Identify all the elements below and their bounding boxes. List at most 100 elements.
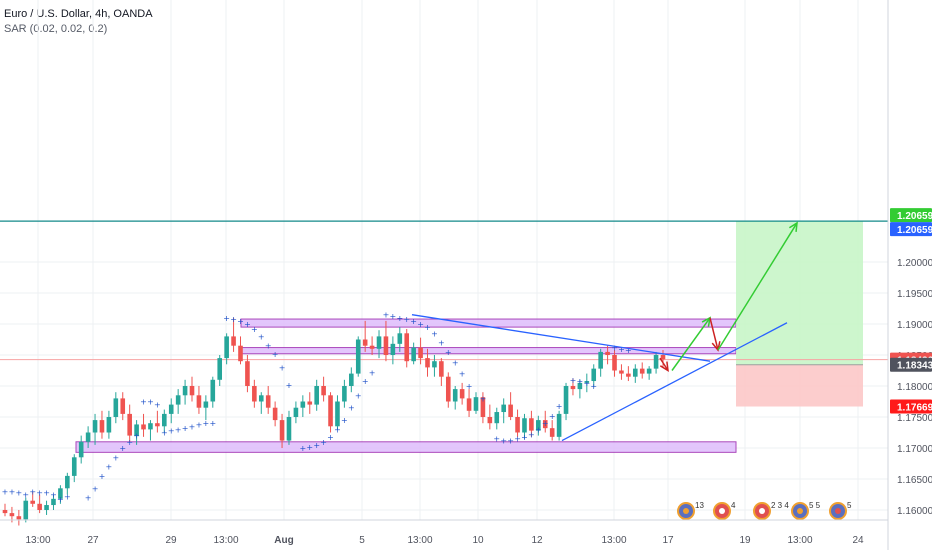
- price-label-text: 1.18343: [897, 361, 932, 372]
- candle-body: [584, 381, 590, 383]
- candle-body: [78, 441, 84, 458]
- time-tick-label: 24: [852, 535, 864, 546]
- candle-body: [563, 386, 569, 414]
- candle-body: [501, 404, 506, 413]
- target-zone-layer: [0, 220, 888, 407]
- sar-point: +: [362, 377, 369, 386]
- sar-point: +: [2, 487, 9, 496]
- candle-body: [459, 389, 465, 399]
- candle-body: [508, 404, 513, 417]
- sar-point: +: [251, 325, 258, 334]
- ascending-trendline: [561, 322, 788, 442]
- candle-body: [252, 386, 257, 402]
- candle-body: [155, 423, 160, 427]
- sar-point: +: [112, 453, 119, 462]
- projection-up-1: [671, 317, 711, 371]
- candle-body: [106, 417, 112, 433]
- sar-point: +: [133, 432, 140, 441]
- event-badge: 5 5: [791, 501, 821, 520]
- candle-body: [2, 510, 8, 514]
- sar-point: +: [618, 345, 625, 354]
- sar-point: +: [106, 463, 113, 472]
- projection-dip: [659, 357, 669, 371]
- candle-body: [432, 361, 437, 368]
- sar-point: +: [355, 391, 362, 400]
- candle-body: [445, 376, 451, 402]
- sar-point: +: [57, 495, 64, 504]
- zone-resistance-mid: [240, 347, 737, 355]
- sar-point: +: [189, 422, 196, 431]
- sar-point: +: [196, 420, 203, 429]
- projection-up-final: [717, 222, 798, 351]
- sar-point: +: [22, 491, 29, 500]
- event-badge: 5: [829, 501, 852, 520]
- price-tick-label: 1.17500: [897, 413, 932, 424]
- sar-point: +: [507, 437, 514, 446]
- candle-body: [113, 398, 119, 417]
- sar-point: +: [126, 438, 133, 447]
- candle-body: [466, 398, 472, 411]
- sar-point: +: [514, 435, 521, 444]
- candle-body: [245, 361, 250, 386]
- candle-body: [328, 395, 333, 427]
- candle-body: [293, 407, 299, 417]
- candle-body: [203, 401, 209, 408]
- candle-body: [85, 432, 91, 442]
- sar-point: +: [390, 312, 397, 321]
- candle-body: [37, 503, 42, 510]
- candle-body: [487, 417, 493, 424]
- candle-body: [71, 457, 77, 476]
- time-tick-label: 13:00: [213, 535, 238, 546]
- candle-body: [307, 401, 313, 405]
- sar-point: +: [383, 311, 390, 320]
- sar-point: +: [209, 419, 216, 428]
- badge-count: 4: [731, 501, 736, 510]
- time-tick-label: 19: [739, 535, 751, 546]
- time-tick-label: 17: [662, 535, 674, 546]
- chart-symbol-title: Euro / U.S. Dollar, 4h, OANDA: [4, 8, 153, 20]
- time-tick-label: 5: [359, 535, 365, 546]
- time-tick-label: 12: [531, 535, 543, 546]
- price-label-box: [890, 208, 932, 223]
- badge-count: 13: [695, 501, 704, 510]
- time-axis[interactable]: 13:00 27 29 13:00 Aug 5 13:00 10 12 13:00 17 19 13:0…: [0, 519, 888, 546]
- sar-point: +: [577, 377, 584, 386]
- candle-body: [362, 339, 368, 346]
- badge-count: 5 5: [809, 501, 821, 510]
- sar-point: +: [16, 489, 23, 498]
- indicator-legend: SAR (0.02, 0.02, 0.2): [4, 23, 108, 35]
- sar-point: +: [36, 489, 43, 498]
- price-label-text: 1.17669: [897, 403, 932, 414]
- candle-body: [632, 368, 638, 377]
- candle-body: [182, 386, 188, 396]
- candle-body: [335, 401, 340, 427]
- sar-point: +: [237, 317, 244, 326]
- sar-point: +: [396, 314, 403, 323]
- time-tick-label: 13:00: [25, 535, 50, 546]
- candle-body: [612, 355, 617, 371]
- sar-point: +: [549, 412, 556, 421]
- candle-body: [605, 351, 610, 355]
- sar-point: +: [306, 443, 313, 452]
- event-badges: 13 4 2 3 4 5 5 5: [677, 501, 852, 520]
- price-axis[interactable]: 1.200001.195001.190001.185001.180001.175…: [887, 0, 932, 550]
- price-tick-label: 1.16000: [897, 506, 932, 517]
- sar-point: +: [327, 433, 334, 442]
- candle-body: [300, 401, 306, 408]
- projection-pullback: [709, 317, 719, 351]
- candle-body: [162, 413, 167, 427]
- event-badge: 4: [713, 501, 736, 520]
- price-tick-label: 1.17000: [897, 444, 932, 455]
- descending-trendline: [411, 314, 711, 362]
- candle-body: [265, 395, 271, 408]
- candle-body: [279, 420, 285, 441]
- candle-body: [349, 373, 354, 386]
- candle-body: [342, 386, 347, 402]
- candle-body: [598, 351, 603, 369]
- price-tick-label: 1.16500: [897, 475, 932, 486]
- sar-point: +: [410, 317, 417, 326]
- candle-body: [556, 413, 562, 437]
- candle-body: [536, 420, 541, 431]
- sar-point: +: [230, 315, 237, 324]
